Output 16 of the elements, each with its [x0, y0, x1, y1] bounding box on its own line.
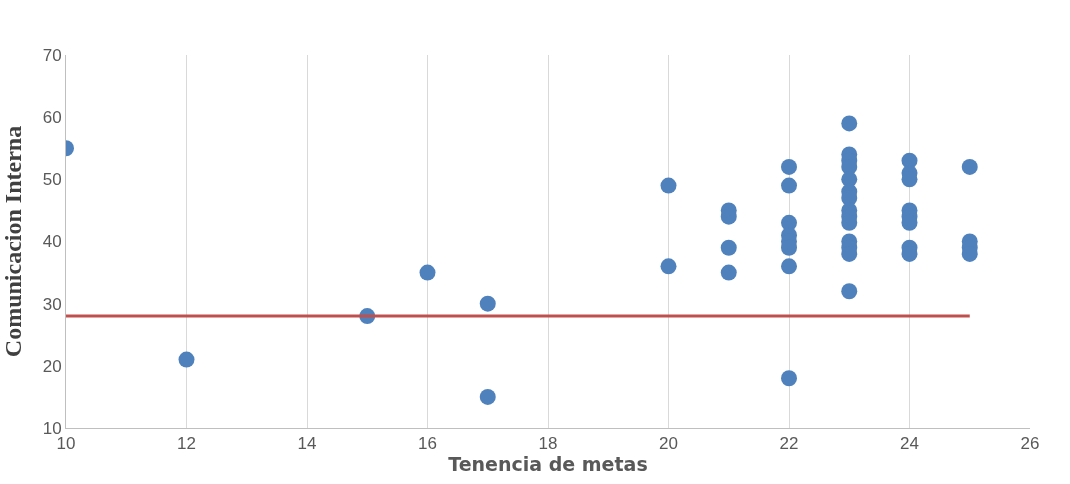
y-axis-title: Comunicacion Interna	[0, 125, 26, 358]
y-tick-label: 60	[42, 108, 62, 128]
x-tick-label: 18	[538, 434, 558, 454]
y-tick-label: 70	[42, 45, 62, 65]
y-tick-label: 20	[42, 356, 62, 376]
x-tick-label: 16	[418, 434, 437, 454]
y-tick-label: 50	[42, 170, 62, 190]
x-tick-label: 22	[779, 434, 799, 454]
x-tick-label: 14	[297, 434, 317, 454]
x-tick-label: 12	[177, 434, 196, 454]
x-tick-label: 24	[900, 434, 919, 454]
x-tick-label: 26	[1020, 434, 1040, 454]
y-tick-label: 30	[42, 294, 62, 314]
x-axis-title: Tenencia de metas	[448, 453, 648, 476]
x-tick-label: 20	[659, 434, 678, 454]
y-tick-label: 40	[42, 232, 62, 252]
